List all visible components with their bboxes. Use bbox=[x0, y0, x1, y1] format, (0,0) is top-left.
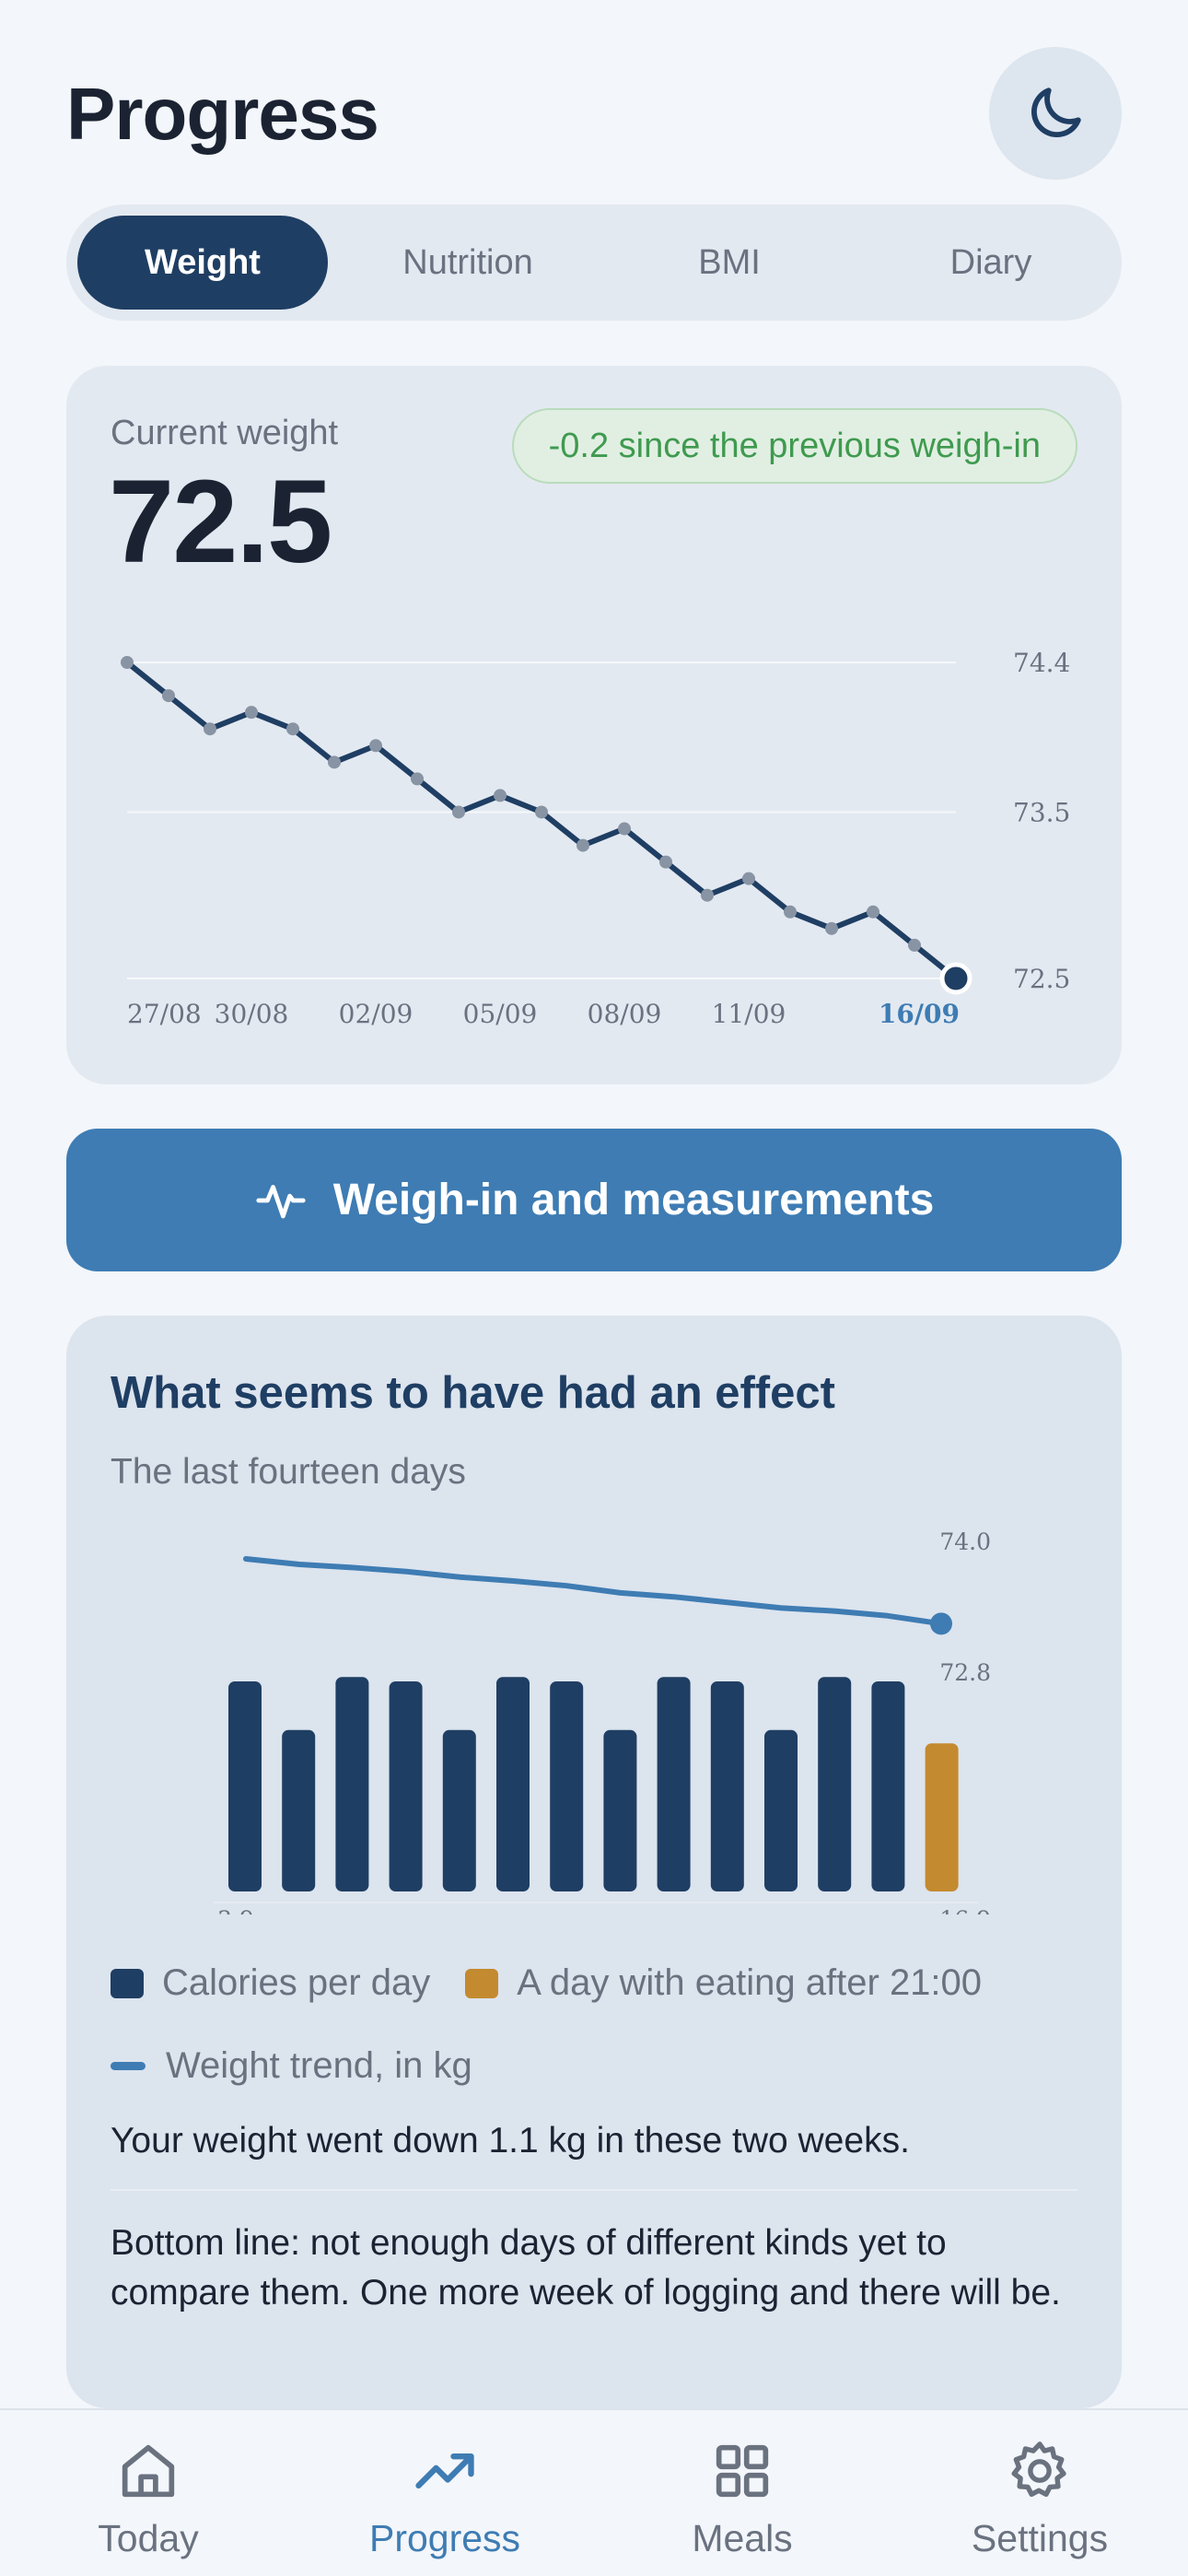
trending-up-icon bbox=[415, 2453, 474, 2488]
weight-point bbox=[867, 905, 879, 919]
current-weight-value: 72.5 bbox=[109, 456, 332, 588]
moon-icon bbox=[1031, 88, 1081, 138]
legend-row-2: Weight trend, in kg bbox=[111, 2045, 472, 2087]
weight-point bbox=[121, 656, 134, 669]
calorie-bar bbox=[764, 1729, 798, 1891]
calorie-bar bbox=[818, 1677, 852, 1891]
tab-diary[interactable]: Diary bbox=[949, 242, 1032, 282]
x-tick-label: 16.9 bbox=[939, 1906, 991, 1914]
x-tick-label: 05/09 bbox=[463, 999, 538, 1029]
weight-point bbox=[742, 872, 755, 885]
current-weight-label: Current weight bbox=[111, 414, 339, 452]
nav-tab-today[interactable]: Today bbox=[0, 2410, 297, 2576]
effect-card: What seems to have had an effect The las… bbox=[66, 1316, 1122, 2408]
weight-point bbox=[452, 805, 465, 819]
weight-delta-badge: -0.2 since the previous weigh-in bbox=[511, 408, 1077, 484]
weight-point bbox=[369, 739, 382, 753]
calorie-bar bbox=[603, 1729, 637, 1891]
calorie-bar bbox=[496, 1677, 530, 1891]
weight-point bbox=[577, 838, 589, 852]
weight-point bbox=[411, 772, 424, 786]
weigh-in-button[interactable]: Weigh-in and measurements bbox=[66, 1129, 1122, 1271]
weight-point bbox=[908, 938, 921, 952]
weight-point bbox=[825, 921, 838, 935]
legend-calories: Calories per day bbox=[162, 1962, 431, 2003]
weight-point bbox=[328, 755, 341, 769]
effect-card-subtitle: The last fourteen days bbox=[111, 1452, 466, 1492]
calories-trend-chart: 74.0 72.8 3.9 16.9 bbox=[214, 1528, 991, 1914]
x-tick-label: 3.9 bbox=[217, 1906, 254, 1914]
legend-swatch-late-eating bbox=[465, 1968, 499, 1998]
effect-card-title: What seems to have had an effect bbox=[111, 1368, 835, 1418]
x-tick-label: 30/08 bbox=[215, 999, 289, 1029]
weigh-in-button-label: Weigh-in and measurements bbox=[332, 1176, 935, 1224]
y-tick-label: 73.5 bbox=[1013, 797, 1070, 827]
x-tick-label: 11/09 bbox=[712, 999, 786, 1029]
weight-point-current bbox=[939, 962, 973, 995]
weight-point bbox=[162, 689, 175, 703]
weight-point bbox=[784, 905, 797, 919]
current-weight-card: Current weight 72.5 -0.2 since the previ… bbox=[66, 366, 1122, 1084]
calorie-bar bbox=[389, 1681, 423, 1891]
nav-tab-label: Progress bbox=[368, 2517, 521, 2559]
legend-swatch-calories bbox=[111, 1968, 144, 1998]
weight-point bbox=[535, 805, 548, 819]
calorie-bar-late bbox=[925, 1743, 959, 1891]
weight-point bbox=[204, 722, 216, 736]
bottom-tab-bar: Today Progress Meals Settings bbox=[0, 2408, 1188, 2576]
header: Progress bbox=[66, 47, 1122, 180]
nav-tab-meals[interactable]: Meals bbox=[594, 2410, 891, 2576]
weight-point bbox=[245, 706, 258, 720]
home-icon bbox=[122, 2444, 175, 2498]
calorie-bar bbox=[335, 1677, 369, 1891]
y-tick-label: 74.4 bbox=[1013, 648, 1070, 678]
calorie-bar bbox=[550, 1681, 584, 1891]
nav-tab-label: Settings bbox=[971, 2517, 1109, 2559]
x-tick-label: 08/09 bbox=[588, 999, 662, 1029]
tab-weight[interactable]: Weight bbox=[77, 216, 328, 310]
calorie-bar bbox=[228, 1681, 262, 1891]
legend-trend: Weight trend, in kg bbox=[166, 2045, 472, 2086]
trend-y-label: 74.0 bbox=[939, 1528, 991, 1555]
nav-tab-label: Meals bbox=[692, 2517, 793, 2559]
x-tick-label: 16/09 bbox=[879, 999, 960, 1029]
divider bbox=[111, 2189, 1077, 2191]
weight-point bbox=[618, 822, 631, 836]
gear-icon bbox=[1011, 2441, 1066, 2498]
weight-point bbox=[494, 789, 507, 802]
calorie-bar bbox=[282, 1729, 316, 1891]
page-title: Progress bbox=[66, 73, 379, 155]
progress-tabs: Weight Nutrition BMI Diary bbox=[66, 205, 1122, 321]
calorie-bar bbox=[657, 1677, 691, 1891]
nav-tab-settings[interactable]: Settings bbox=[891, 2410, 1188, 2576]
legend-row-1: Calories per day A day with eating after… bbox=[111, 1962, 982, 2004]
activity-pulse-icon bbox=[254, 1174, 308, 1227]
nav-tab-progress[interactable]: Progress bbox=[297, 2410, 593, 2576]
weight-point bbox=[701, 888, 714, 902]
weight-point bbox=[286, 722, 299, 736]
x-tick-label: 02/09 bbox=[339, 999, 413, 1029]
calorie-bar bbox=[871, 1681, 905, 1891]
legend-late-eating: A day with eating after 21:00 bbox=[517, 1962, 983, 2003]
weight-trend-point-current bbox=[930, 1612, 952, 1635]
theme-toggle-button[interactable] bbox=[989, 47, 1122, 180]
legend-swatch-trend bbox=[111, 2062, 146, 2070]
y-tick-label: 72.5 bbox=[1013, 964, 1070, 994]
tab-nutrition[interactable]: Nutrition bbox=[402, 242, 533, 282]
calorie-bar bbox=[442, 1729, 476, 1891]
grid-icon bbox=[716, 2444, 769, 2498]
nav-tab-label: Today bbox=[98, 2517, 199, 2559]
tab-bmi[interactable]: BMI bbox=[698, 242, 761, 282]
weight-line-chart: 74.4 73.5 72.5 27/08 30/08 02/09 05/09 08/09 11/… bbox=[121, 648, 1070, 1029]
effect-summary: Your weight went down 1.1 kg in these tw… bbox=[111, 2121, 910, 2160]
weight-trend-line bbox=[243, 1556, 944, 1627]
calorie-bar bbox=[710, 1681, 744, 1891]
trend-y-label: 72.8 bbox=[939, 1659, 991, 1686]
x-tick-label: 27/08 bbox=[127, 999, 202, 1029]
effect-bottom-line: Bottom line: not enough days of differen… bbox=[111, 2223, 1061, 2313]
weight-point bbox=[659, 855, 672, 869]
